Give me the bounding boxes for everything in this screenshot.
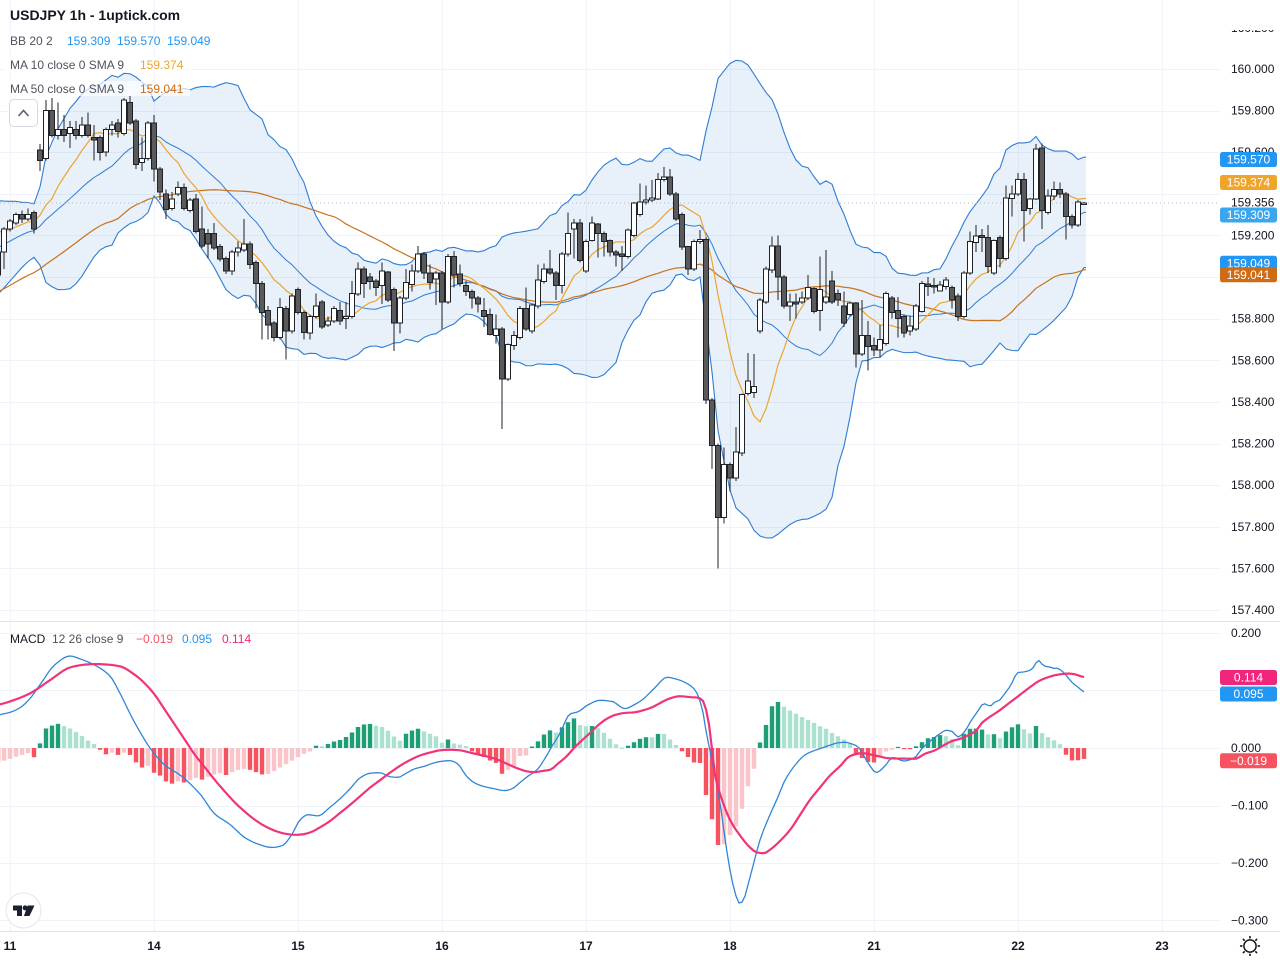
svg-text:158.000: 158.000 (1231, 478, 1275, 492)
svg-text:−0.100: −0.100 (1231, 799, 1268, 813)
svg-text:11: 11 (4, 939, 17, 953)
svg-text:17: 17 (579, 939, 593, 953)
svg-text:0.000: 0.000 (1231, 741, 1261, 755)
svg-text:158.400: 158.400 (1231, 395, 1275, 409)
svg-text:18: 18 (723, 939, 737, 953)
svg-text:158.600: 158.600 (1231, 353, 1275, 367)
svg-text:157.800: 157.800 (1231, 520, 1275, 534)
svg-text:−0.200: −0.200 (1231, 856, 1268, 870)
svg-text:MA 10 close 0 SMA 9: MA 10 close 0 SMA 9 (10, 58, 124, 72)
svg-text:157.600: 157.600 (1231, 561, 1275, 575)
svg-text:USDJPY 1h - 1uptick.com: USDJPY 1h - 1uptick.com (10, 7, 180, 23)
svg-text:22: 22 (1011, 939, 1025, 953)
svg-text:159.200: 159.200 (1231, 229, 1275, 243)
svg-text:14: 14 (147, 939, 161, 953)
svg-text:159.800: 159.800 (1231, 104, 1275, 118)
svg-text:BB 20 2: BB 20 2 (10, 34, 53, 48)
svg-text:160.000: 160.000 (1231, 62, 1275, 76)
svg-text:12 26 close 9: 12 26 close 9 (52, 632, 124, 646)
svg-text:158.200: 158.200 (1231, 437, 1275, 451)
svg-text:159.570: 159.570 (1227, 153, 1271, 167)
svg-text:0.114: 0.114 (222, 632, 251, 646)
svg-text:MACD: MACD (10, 632, 46, 646)
svg-text:15: 15 (291, 939, 305, 953)
svg-text:0.114: 0.114 (1234, 671, 1263, 685)
svg-text:159.041: 159.041 (140, 82, 184, 96)
svg-text:16: 16 (435, 939, 449, 953)
svg-text:MA 50 close 0 SMA 9: MA 50 close 0 SMA 9 (10, 82, 124, 96)
svg-text:−0.019: −0.019 (1230, 754, 1267, 768)
svg-text:159.041: 159.041 (1227, 268, 1271, 282)
svg-text:157.400: 157.400 (1231, 603, 1275, 617)
svg-text:23: 23 (1155, 939, 1169, 953)
svg-text:159.374: 159.374 (1227, 176, 1271, 190)
svg-text:−0.019: −0.019 (136, 632, 173, 646)
svg-text:21: 21 (867, 939, 881, 953)
svg-text:0.200: 0.200 (1231, 626, 1261, 640)
svg-text:158.800: 158.800 (1231, 312, 1275, 326)
svg-text:159.309: 159.309 (1227, 208, 1271, 222)
svg-text:0.095: 0.095 (182, 632, 212, 646)
svg-text:159.309 159.570 159.049: 159.309 159.570 159.049 (67, 34, 211, 48)
svg-text:−0.300: −0.300 (1231, 914, 1268, 928)
svg-text:159.374: 159.374 (140, 58, 184, 72)
svg-text:0.095: 0.095 (1233, 687, 1263, 701)
